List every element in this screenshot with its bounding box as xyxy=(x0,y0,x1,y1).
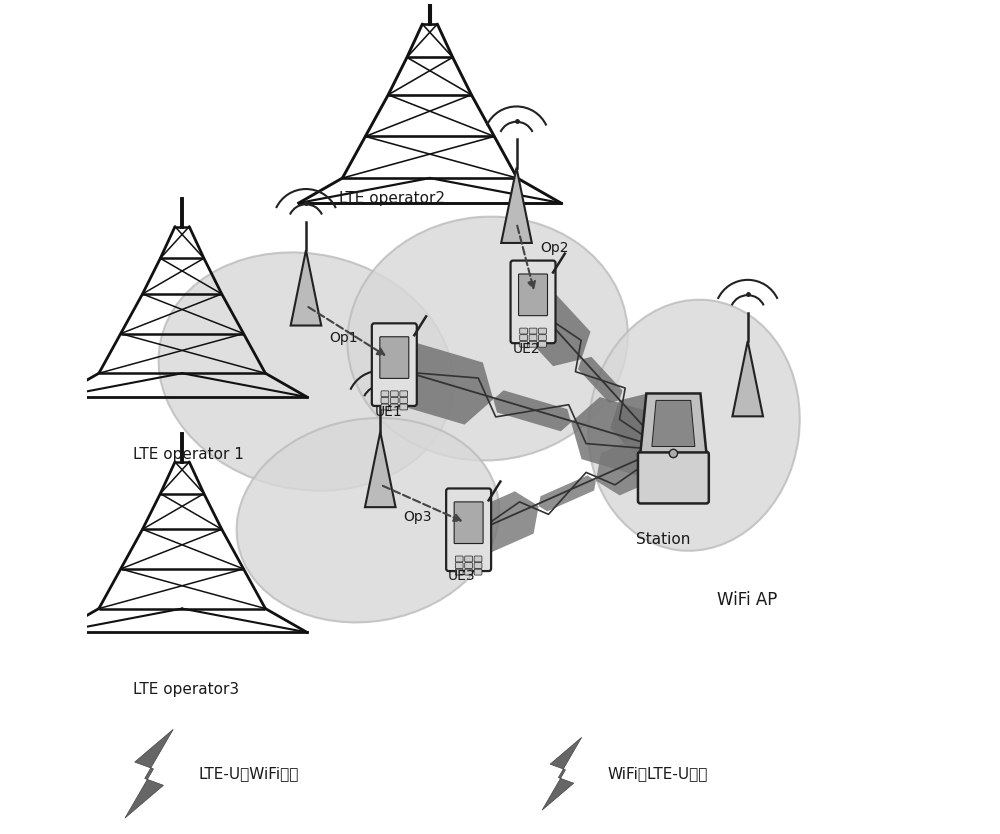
FancyBboxPatch shape xyxy=(400,398,408,404)
Polygon shape xyxy=(125,729,173,818)
FancyBboxPatch shape xyxy=(474,556,482,562)
Ellipse shape xyxy=(347,217,628,460)
Text: LTE operator 1: LTE operator 1 xyxy=(133,447,243,462)
FancyBboxPatch shape xyxy=(381,391,389,397)
Polygon shape xyxy=(501,168,532,243)
Ellipse shape xyxy=(588,299,800,550)
FancyBboxPatch shape xyxy=(474,569,482,575)
Polygon shape xyxy=(517,293,684,467)
FancyBboxPatch shape xyxy=(520,334,527,340)
Text: LTE-U对WiFi干扰: LTE-U对WiFi干扰 xyxy=(199,766,299,781)
Polygon shape xyxy=(365,432,396,507)
FancyBboxPatch shape xyxy=(520,328,527,334)
Text: Op2: Op2 xyxy=(540,241,569,254)
FancyBboxPatch shape xyxy=(390,391,398,397)
FancyBboxPatch shape xyxy=(381,398,389,404)
Polygon shape xyxy=(460,429,674,558)
Text: UE1: UE1 xyxy=(374,405,402,419)
FancyBboxPatch shape xyxy=(400,404,408,410)
FancyBboxPatch shape xyxy=(446,489,491,571)
FancyBboxPatch shape xyxy=(465,563,473,569)
FancyBboxPatch shape xyxy=(400,391,408,397)
Text: Station: Station xyxy=(636,532,691,547)
Text: UE2: UE2 xyxy=(512,342,540,356)
FancyBboxPatch shape xyxy=(465,569,473,575)
Text: Op1: Op1 xyxy=(329,331,358,344)
FancyBboxPatch shape xyxy=(539,328,546,334)
FancyBboxPatch shape xyxy=(520,341,527,347)
FancyBboxPatch shape xyxy=(465,556,473,562)
Polygon shape xyxy=(291,250,321,325)
FancyBboxPatch shape xyxy=(390,398,398,404)
FancyBboxPatch shape xyxy=(539,341,546,347)
FancyBboxPatch shape xyxy=(455,556,463,562)
FancyBboxPatch shape xyxy=(511,260,556,343)
FancyBboxPatch shape xyxy=(380,337,409,379)
FancyBboxPatch shape xyxy=(539,334,546,340)
FancyBboxPatch shape xyxy=(529,328,537,334)
FancyBboxPatch shape xyxy=(474,563,482,569)
Text: LTE operator2: LTE operator2 xyxy=(339,191,445,206)
FancyBboxPatch shape xyxy=(390,404,398,410)
Polygon shape xyxy=(652,400,695,446)
FancyBboxPatch shape xyxy=(638,452,709,504)
Ellipse shape xyxy=(237,418,499,622)
Text: Op3: Op3 xyxy=(403,510,432,524)
Text: WiFi对LTE-U干扰: WiFi对LTE-U干扰 xyxy=(607,766,708,781)
FancyBboxPatch shape xyxy=(519,274,548,315)
Circle shape xyxy=(669,450,678,458)
Polygon shape xyxy=(732,341,763,416)
Text: WiFi AP: WiFi AP xyxy=(717,591,778,610)
Polygon shape xyxy=(640,394,706,452)
FancyBboxPatch shape xyxy=(455,563,463,569)
Text: LTE operator3: LTE operator3 xyxy=(133,682,239,697)
FancyBboxPatch shape xyxy=(454,502,483,544)
FancyBboxPatch shape xyxy=(381,404,389,410)
FancyBboxPatch shape xyxy=(372,324,417,406)
Text: UE3: UE3 xyxy=(448,570,476,583)
Polygon shape xyxy=(390,340,674,481)
Polygon shape xyxy=(542,737,582,810)
FancyBboxPatch shape xyxy=(455,569,463,575)
FancyBboxPatch shape xyxy=(529,341,537,347)
Ellipse shape xyxy=(159,253,453,490)
FancyBboxPatch shape xyxy=(529,334,537,340)
